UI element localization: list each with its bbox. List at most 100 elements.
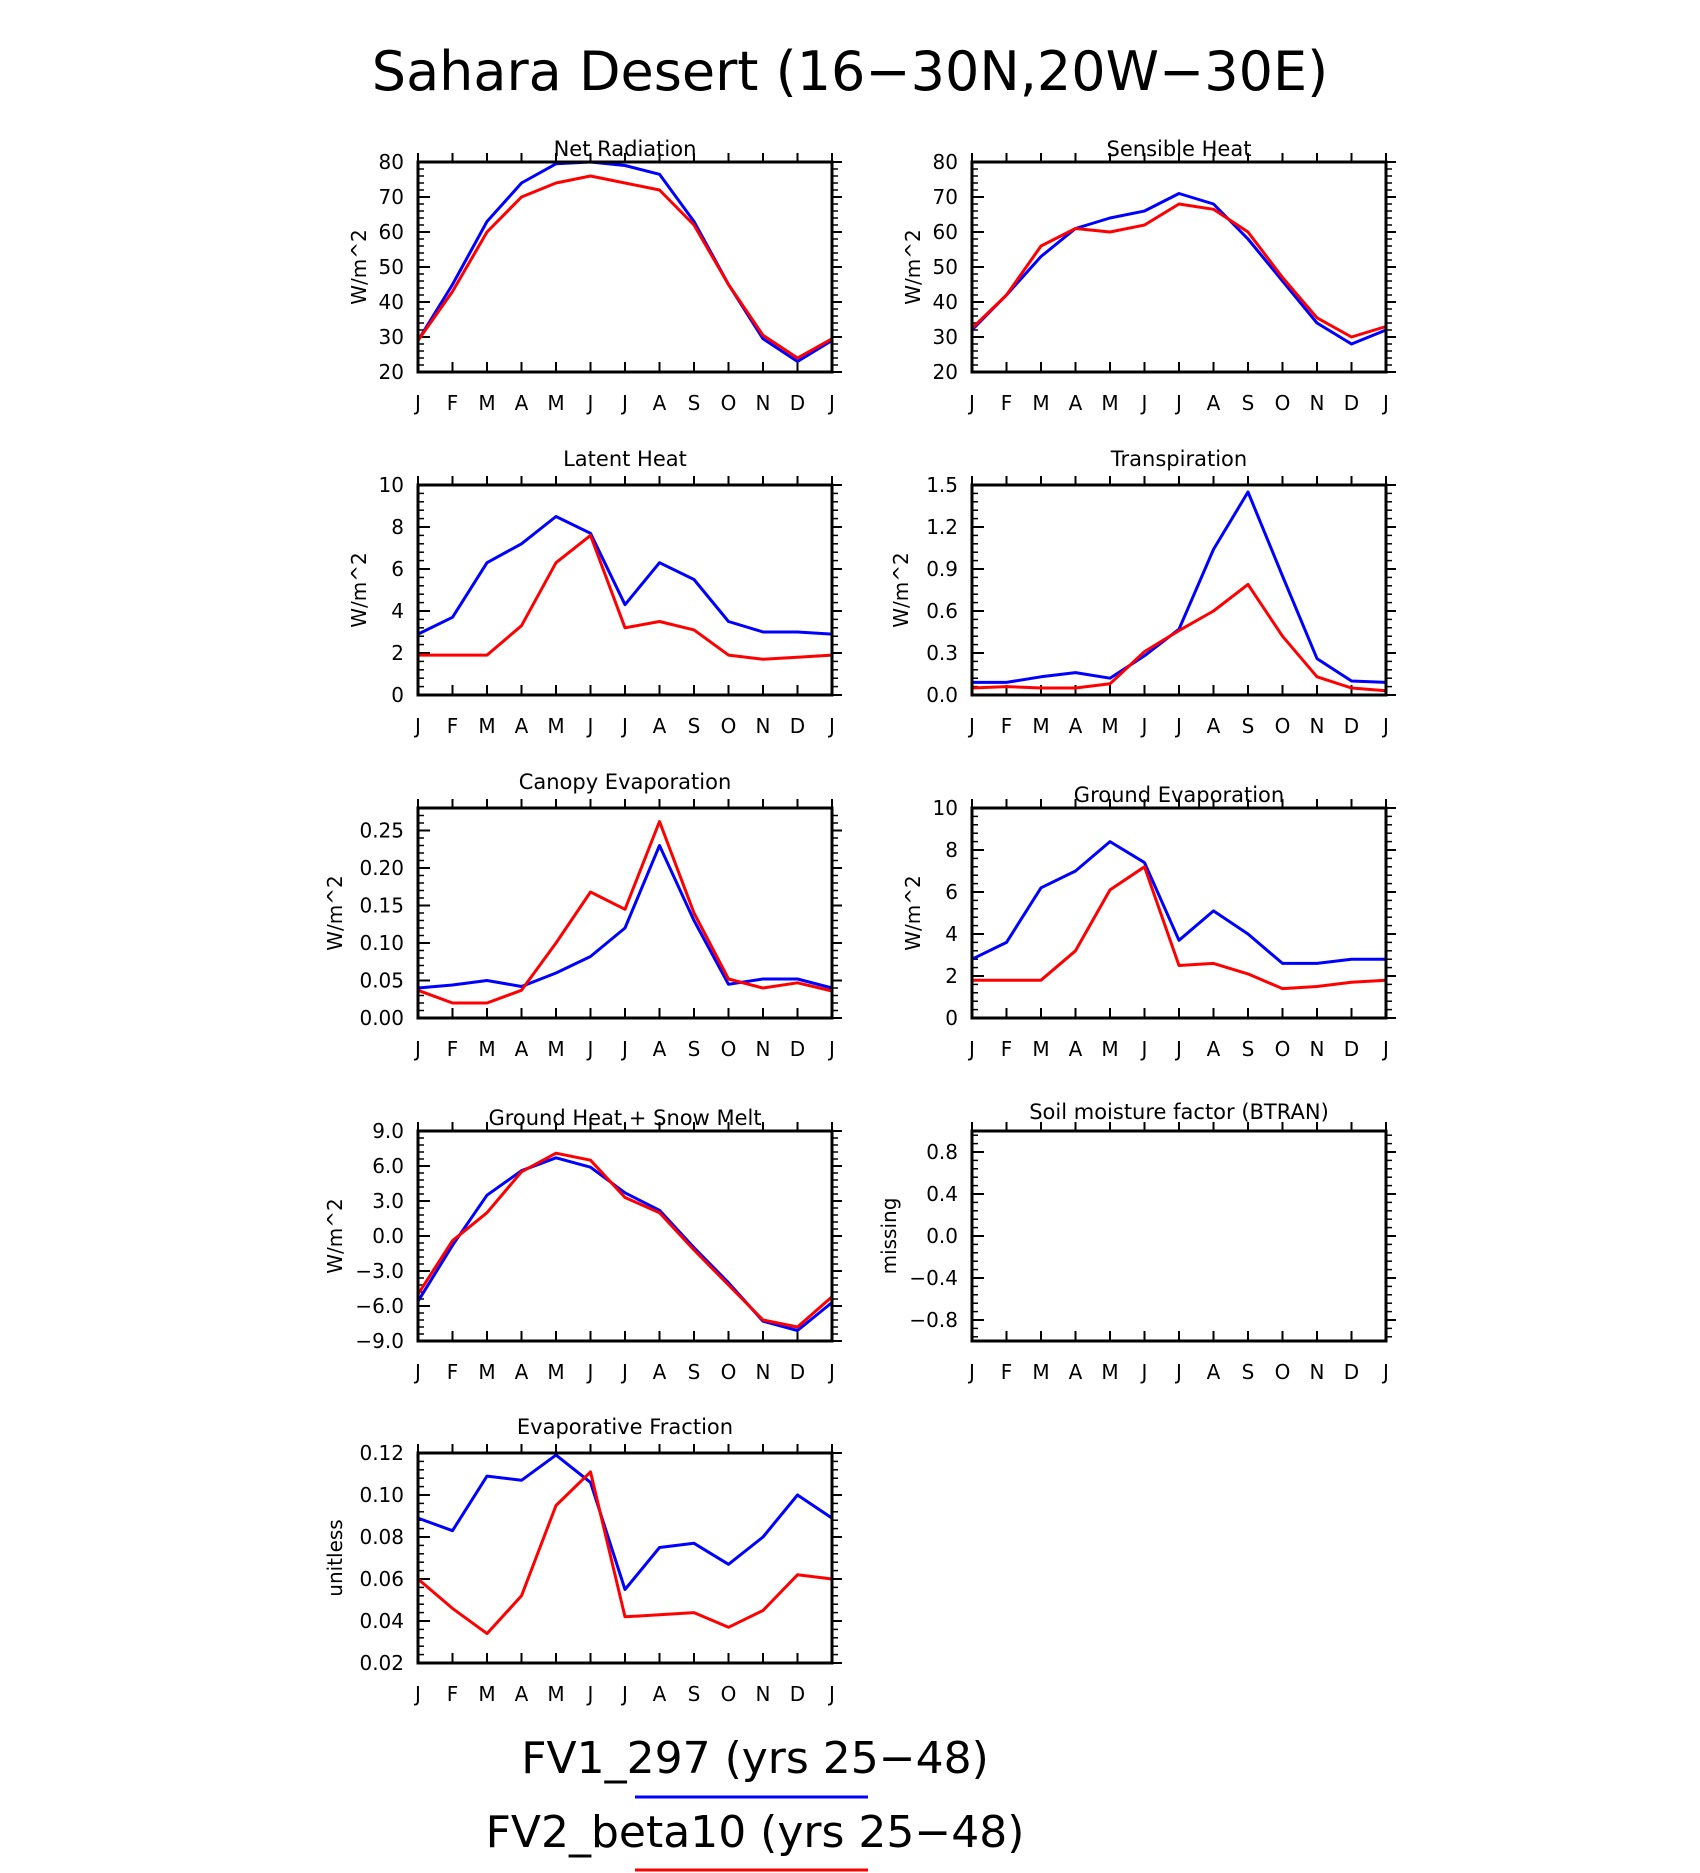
x-tick-label: M	[1032, 1037, 1049, 1061]
y-tick-label: 0.12	[359, 1441, 404, 1465]
y-tick-label: 20	[379, 360, 404, 384]
y-tick-label: 40	[379, 290, 404, 314]
y-tick-label: 0.02	[359, 1651, 404, 1675]
x-tick-label: D	[1344, 714, 1359, 738]
y-tick-label: 0.06	[359, 1567, 404, 1591]
x-tick-label: J	[827, 391, 835, 415]
y-tick-label: 0	[945, 1006, 958, 1030]
y-tick-label: 9.0	[372, 1119, 404, 1143]
x-tick-label: O	[721, 1360, 737, 1384]
plot-frame	[970, 806, 1388, 1020]
x-tick-label: J	[413, 391, 421, 415]
x-tick-label: J	[586, 391, 594, 415]
x-tick-label: S	[688, 1682, 701, 1706]
x-tick-label: N	[756, 1360, 771, 1384]
x-tick-label: M	[547, 714, 564, 738]
y-tick-label: 0.04	[359, 1609, 404, 1633]
y-tick-label: 0.15	[359, 894, 404, 918]
x-tick-label: S	[688, 1360, 701, 1384]
x-tick-label: O	[721, 714, 737, 738]
x-tick-label: F	[1001, 714, 1013, 738]
x-tick-label: J	[967, 391, 975, 415]
x-tick-label: J	[586, 1682, 594, 1706]
y-tick-label: 80	[379, 150, 404, 174]
y-tick-label: 4	[391, 599, 404, 623]
x-tick-label: M	[1032, 391, 1049, 415]
x-tick-label: D	[790, 714, 805, 738]
panel-title: Soil moisture factor (BTRAN)	[1029, 1100, 1329, 1124]
series-line	[972, 865, 1387, 991]
x-tick-label: D	[790, 1360, 805, 1384]
x-tick-label: A	[653, 714, 667, 738]
chart-panel: J F M A M J J A S O N D J−9.0−6.0−3.00.03.06.09.0Gro…	[323, 1106, 842, 1384]
x-tick-label: M	[478, 1360, 495, 1384]
y-axis-label: W/m^2	[889, 552, 913, 627]
x-tick-label: F	[1001, 1360, 1013, 1384]
x-tick-label: S	[688, 1037, 701, 1061]
x-tick-label: A	[515, 1360, 529, 1384]
x-tick-label: F	[447, 391, 459, 415]
y-tick-label: 50	[933, 255, 958, 279]
panel-title: Evaporative Fraction	[517, 1415, 733, 1439]
y-tick-label: 0.00	[359, 1006, 404, 1030]
x-tick-label: D	[1344, 391, 1359, 415]
x-tick-label: J	[1140, 1037, 1148, 1061]
x-tick-label: A	[1207, 391, 1221, 415]
y-tick-label: 0.9	[926, 557, 958, 581]
y-tick-label: 60	[933, 220, 958, 244]
y-axis-label: W/m^2	[323, 1198, 347, 1273]
chart-panel: J F M A M J J A S O N D J0.00.30.60.91.21.5Transpira…	[889, 447, 1396, 738]
x-tick-label: A	[515, 714, 529, 738]
y-tick-label: 30	[933, 325, 958, 349]
plot-frame	[416, 160, 834, 374]
x-tick-label: S	[688, 391, 701, 415]
panel-title: Sensible Heat	[1107, 137, 1252, 161]
x-tick-label: J	[586, 714, 594, 738]
y-tick-label: 0.10	[359, 1483, 404, 1507]
y-tick-label: 50	[379, 255, 404, 279]
y-tick-label: 0.25	[359, 819, 404, 843]
x-tick-label: A	[1069, 1360, 1083, 1384]
chart-panel: J F M A M J J A S O N D J0.000.050.100.150.200.25Can…	[323, 770, 842, 1061]
y-axis-label: W/m^2	[901, 875, 925, 950]
y-tick-label: 30	[379, 325, 404, 349]
series-line	[418, 533, 833, 661]
series-line	[970, 192, 1387, 346]
x-tick-label: J	[1174, 714, 1182, 738]
panel-title: Net Radiation	[554, 137, 697, 161]
x-tick-label: F	[447, 1037, 459, 1061]
y-axis-label: unitless	[323, 1519, 347, 1596]
series-line	[416, 1151, 833, 1329]
panel-title: Ground Heat + Snow Melt	[488, 1106, 761, 1130]
y-axis-label: W/m^2	[347, 229, 371, 304]
y-tick-label: 4	[945, 922, 958, 946]
y-tick-label: 0.0	[926, 683, 958, 707]
x-tick-label: J	[967, 714, 975, 738]
y-tick-label: 20	[933, 360, 958, 384]
x-tick-label: A	[515, 1037, 529, 1061]
x-tick-label: N	[756, 391, 771, 415]
x-tick-label: J	[620, 1037, 628, 1061]
panel-title: Transpiration	[1110, 447, 1247, 471]
x-tick-label: J	[1174, 1037, 1182, 1061]
x-tick-label: J	[620, 714, 628, 738]
y-tick-label: 0.20	[359, 856, 404, 880]
x-tick-label: A	[653, 1037, 667, 1061]
y-tick-label: 0.0	[926, 1224, 958, 1248]
chart-panel: J F M A M J J A S O N D J0.020.040.060.080.100.12Eva…	[323, 1415, 842, 1706]
y-tick-label: 0.4	[926, 1182, 958, 1206]
x-tick-label: N	[1310, 391, 1325, 415]
y-tick-label: −0.8	[909, 1308, 958, 1332]
legend-label-series-2: FV2_beta10 (yrs 25−48)	[486, 1807, 1025, 1858]
x-tick-label: D	[790, 391, 805, 415]
y-tick-label: −6.0	[355, 1294, 404, 1318]
x-tick-label: N	[756, 714, 771, 738]
x-tick-label: M	[478, 1682, 495, 1706]
x-tick-label: M	[1032, 1360, 1049, 1384]
x-tick-label: M	[1101, 1360, 1118, 1384]
x-tick-label: J	[827, 1037, 835, 1061]
x-tick-label: N	[756, 1037, 771, 1061]
x-tick-label: F	[447, 1360, 459, 1384]
x-tick-label: M	[478, 714, 495, 738]
